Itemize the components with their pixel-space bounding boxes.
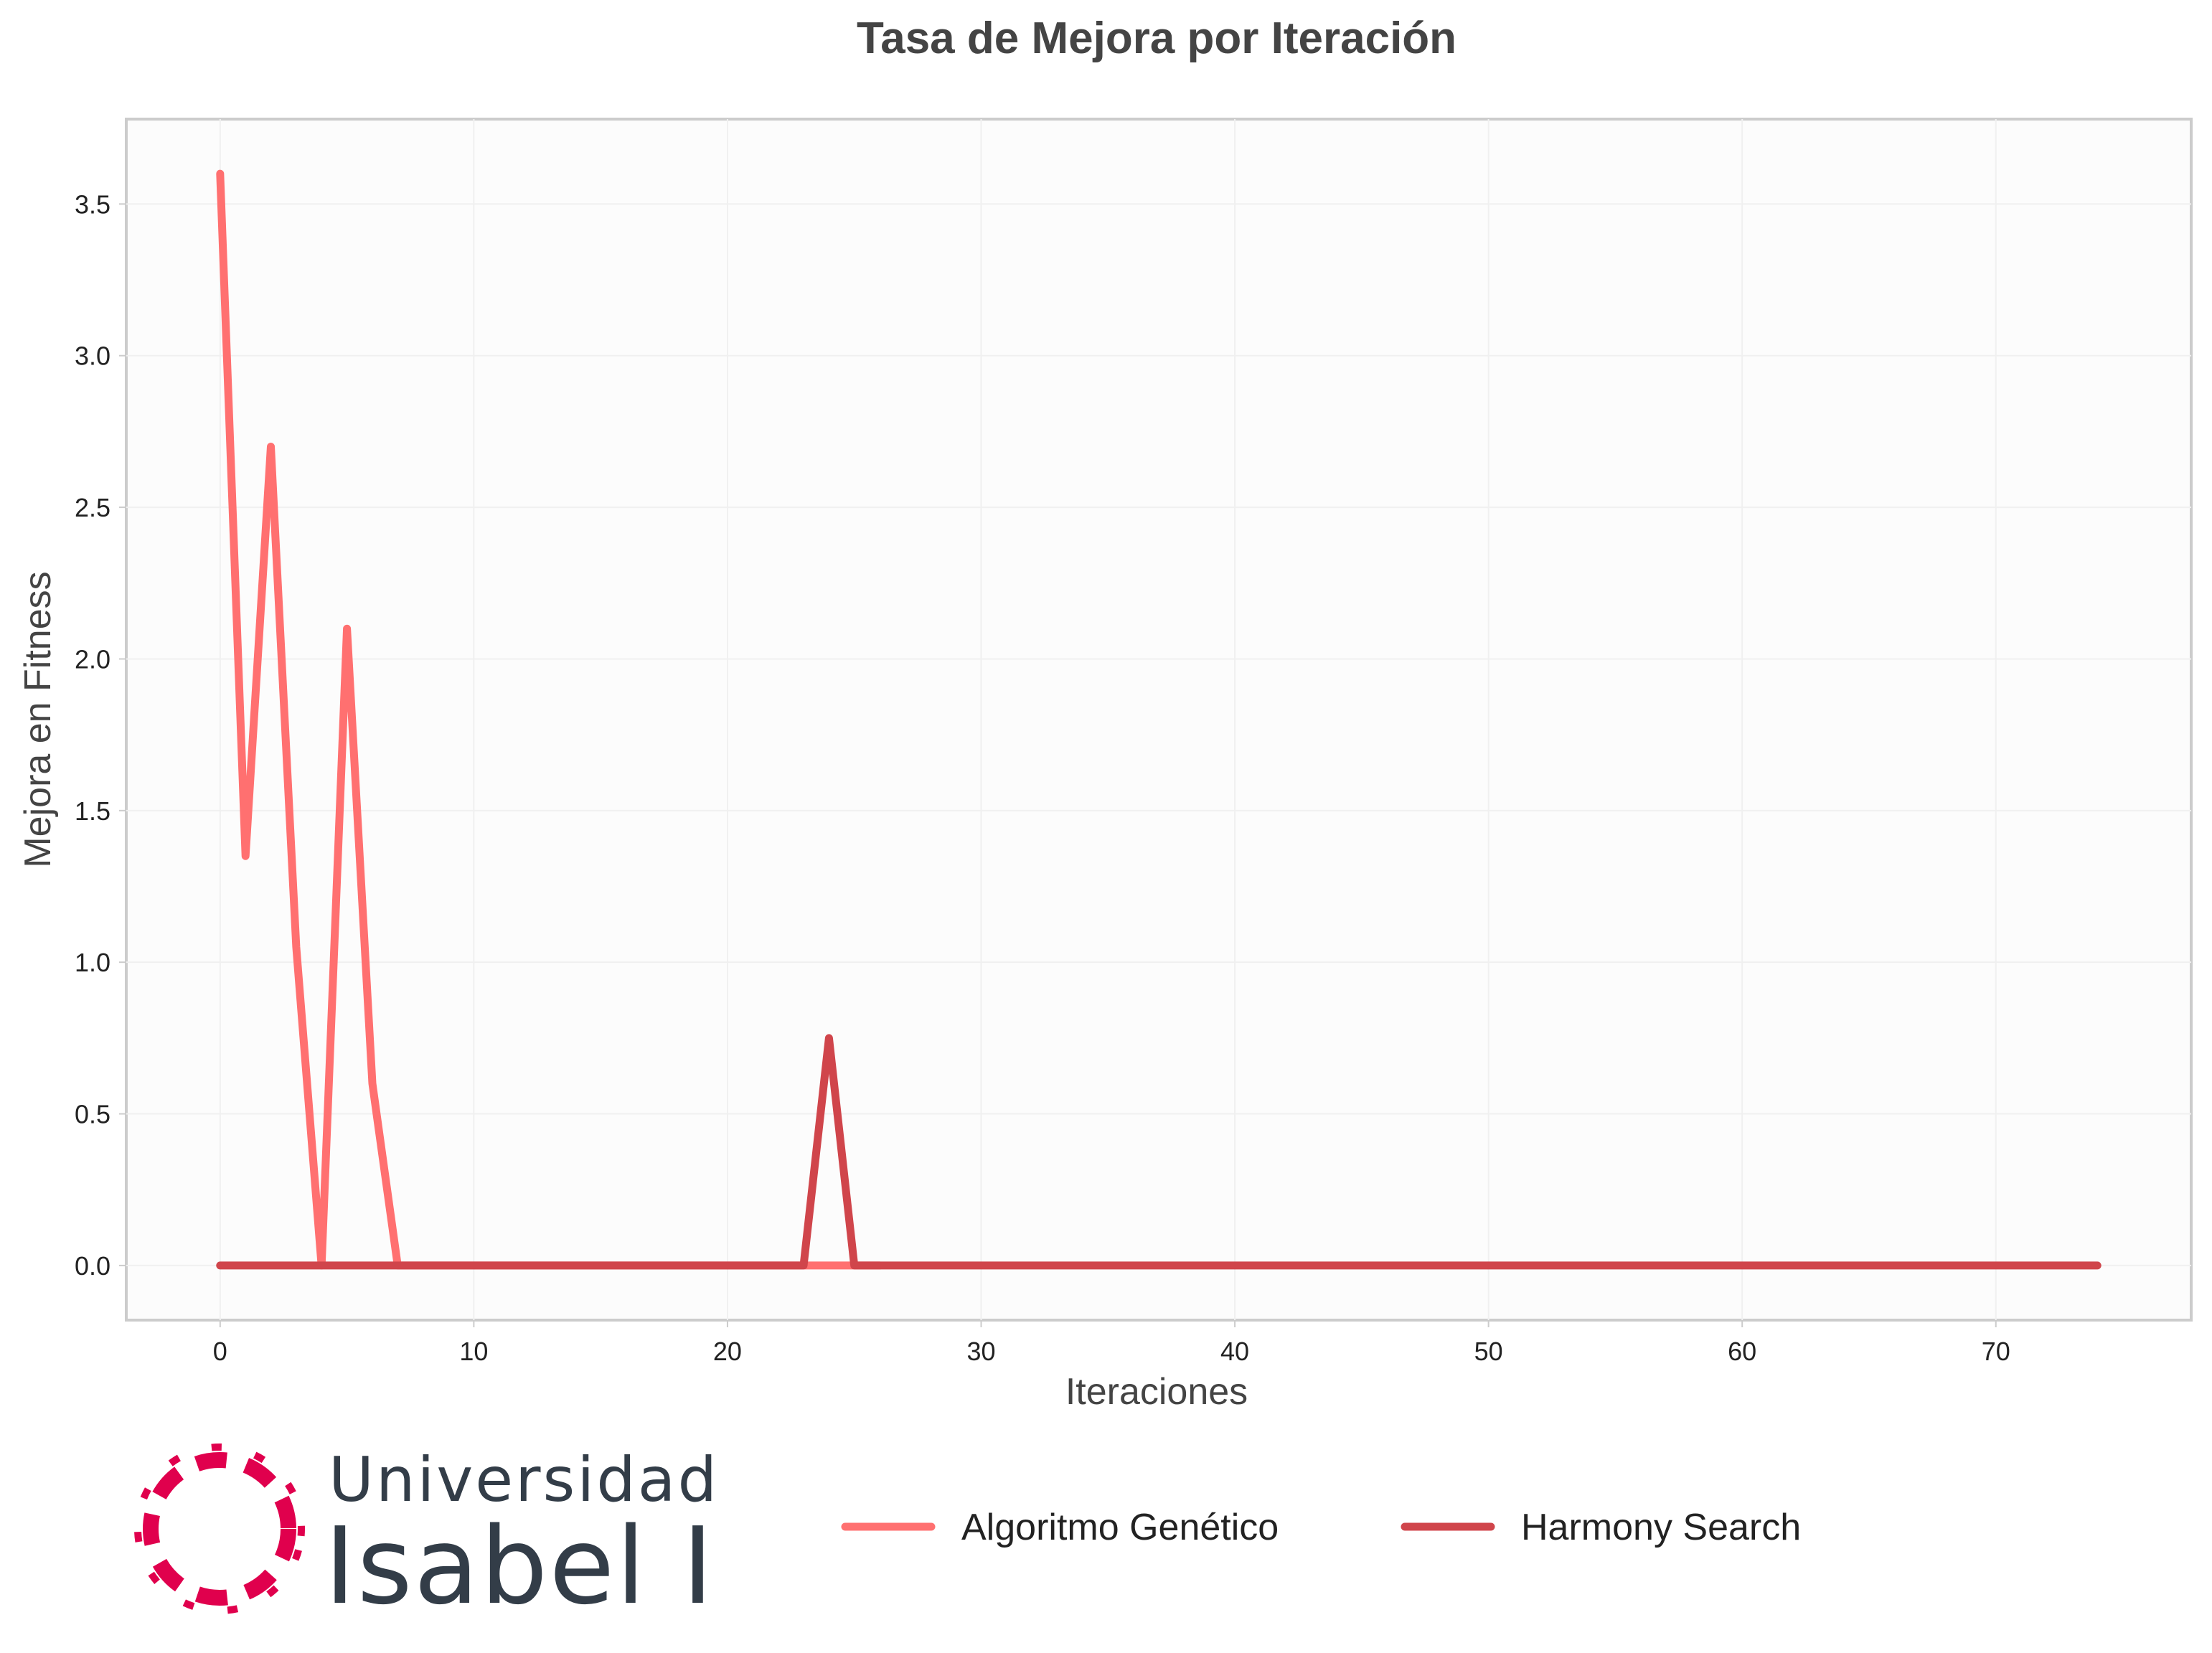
series-lines (216, 169, 2102, 1270)
legend-label-harmony-search: Harmony Search (1521, 1507, 1801, 1548)
x-axis-ticks: 0 10 20 30 40 50 60 70 (213, 1320, 2010, 1366)
y-tick-label: 3.0 (75, 342, 110, 371)
y-tick-label: 2.5 (75, 493, 110, 522)
logo-line2: Isabel I (324, 1504, 715, 1628)
y-tick-label: 0.0 (75, 1251, 110, 1281)
x-axis-label: Iteraciones (1065, 1371, 1248, 1413)
chart-title: Tasa de Mejora por Iteración (857, 14, 1456, 63)
legend-label-algoritmo-genetico: Algoritmo Genético (961, 1507, 1279, 1548)
logo-emblem-icon (134, 1444, 305, 1614)
y-tick-label: 0.5 (75, 1100, 110, 1129)
x-tick-label: 50 (1474, 1337, 1503, 1366)
series-line-harmony-search (216, 1034, 2102, 1270)
legend: Algoritmo Genético Harmony Search (841, 1507, 1801, 1548)
y-tick-label: 1.0 (75, 948, 110, 977)
grid-lines (126, 119, 2191, 1320)
logo-line1: Universidad (329, 1444, 719, 1516)
y-tick-label: 3.5 (75, 189, 110, 219)
plot-area (125, 118, 2193, 1322)
x-tick-label: 20 (713, 1337, 742, 1366)
y-axis-ticks: 0.0 0.5 1.0 1.5 2.0 2.5 3.0 3.5 (75, 189, 126, 1281)
x-tick-label: 10 (459, 1337, 488, 1366)
x-tick-label: 0 (213, 1337, 227, 1366)
x-tick-label: 30 (966, 1337, 995, 1366)
y-tick-label: 2.0 (75, 644, 110, 674)
x-tick-label: 60 (1728, 1337, 1756, 1366)
y-axis-label: Mejora en Fitness (17, 571, 59, 867)
university-logo: Universidad Isabel I (134, 1444, 719, 1628)
x-tick-label: 70 (1982, 1337, 2010, 1366)
x-tick-label: 40 (1220, 1337, 1249, 1366)
y-tick-label: 1.5 (75, 796, 110, 826)
